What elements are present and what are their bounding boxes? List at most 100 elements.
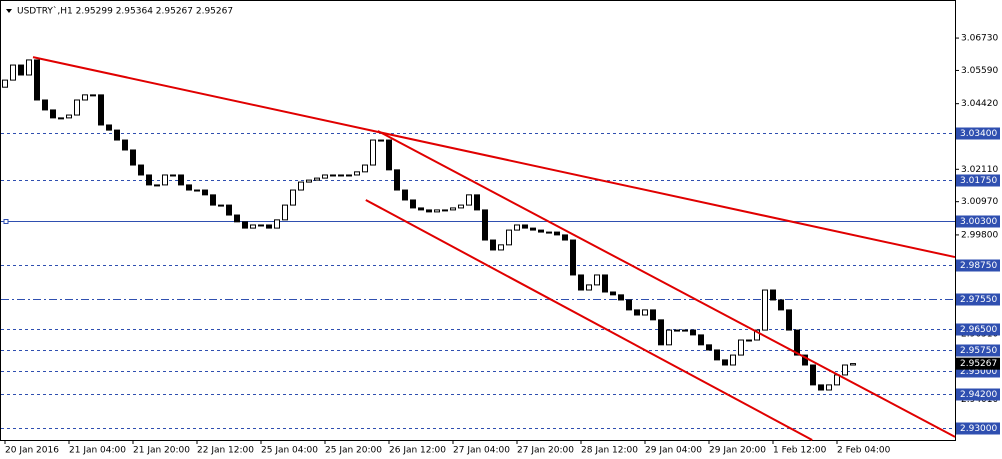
candle-body [146,174,152,186]
candle-body [74,99,80,116]
candle-body [530,227,536,231]
candle-body [210,194,216,206]
candle-body [778,299,784,311]
candle-body [394,169,400,191]
candle-body [26,59,32,76]
candle-body [562,234,568,241]
candle-body [170,174,176,177]
x-tick-label: 29 Jan 20:00 [709,446,766,456]
chart-title: USDTRY`,H1 2.95299 2.95364 2.95267 2.952… [17,6,233,17]
x-tick-label: 25 Jan 04:00 [261,446,318,456]
level-box [956,127,1000,140]
candle-body [818,384,824,391]
candle-body [290,189,296,206]
candle-body [34,59,40,101]
x-tick-label: 20 Jan 2016 [5,446,59,456]
candle-body [762,289,768,331]
candle-body [42,99,48,111]
candle-body [98,94,104,126]
candle-body [618,294,624,301]
candle-body [682,329,688,332]
candle-body [114,129,120,141]
candle-body [266,224,272,229]
candle-body [650,309,656,321]
candle-body [242,221,248,229]
candle-body [490,239,496,251]
candle-body [746,339,752,342]
candle-body [426,209,432,213]
x-tick-label: 2 Feb 04:00 [837,446,891,456]
candle-body [418,207,424,211]
candle-body [58,117,64,120]
candle-body [322,174,328,179]
level-label: 2.94200 [960,390,997,400]
x-tick-label: 27 Jan 20:00 [517,446,574,456]
candle-body [82,94,88,101]
x-tick-label: 21 Jan 20:00 [133,446,190,456]
candle-body [410,199,416,209]
level-label: 2.97550 [960,295,997,305]
candle-body [178,174,184,186]
candle-body [50,109,56,119]
candle-body [162,174,168,186]
candle-body [226,204,232,216]
x-tick-label: 29 Jan 04:00 [645,446,702,456]
y-tick-label: 3.04420 [961,99,998,109]
candle-body [722,359,728,366]
candle-body [10,64,16,81]
candle-body [386,139,392,171]
candle-body [458,204,464,209]
candle-body [362,164,368,173]
y-tick-label: 3.06730 [961,34,998,44]
trendline [32,56,956,259]
candle-body [234,214,240,223]
candle-body [106,124,112,131]
candle-body [570,239,576,276]
candle-body [306,179,312,183]
current-price-label: 2.95267 [960,359,997,369]
candle-body [298,181,304,191]
candle-body [130,149,136,166]
candle-body [754,329,760,341]
menu-arrow[interactable] [6,9,12,13]
candle-body [330,174,336,177]
x-tick-label: 21 Jan 04:00 [69,446,126,456]
candle-body [314,177,320,181]
candle-body [378,139,384,142]
candle-body [770,289,776,301]
level-label: 3.00300 [960,217,997,227]
candle-body [538,229,544,233]
level-box [956,259,1000,272]
candle-body [794,329,800,356]
candle-body [602,274,608,293]
level-box [956,323,1000,336]
candle-body [450,207,456,211]
candle-body [66,114,72,119]
candle-body [690,329,696,336]
candle-body [586,284,592,291]
candle-body [202,189,208,196]
x-tick-label: 22 Jan 12:00 [197,446,254,456]
candle-body [154,184,160,187]
level-box [956,215,1000,228]
candle-body [194,189,200,192]
y-tick-label: 3.05590 [961,66,998,76]
candle-body [834,374,840,386]
level-label: 3.01750 [960,176,997,186]
candle-body [578,274,584,291]
candle-body [2,79,8,88]
candle-body [706,344,712,351]
level-label: 2.98750 [960,261,997,271]
candle-body [522,224,528,229]
level-label: 2.93000 [960,424,997,434]
x-tick-label: 25 Jan 20:00 [325,446,382,456]
candle-body [802,354,808,366]
candle-body [666,329,672,346]
candle-body [338,174,344,177]
candle-body [434,209,440,213]
candle-body [546,231,552,234]
candle-body [274,219,280,229]
candle-body [474,194,480,211]
candle-body [658,319,664,346]
